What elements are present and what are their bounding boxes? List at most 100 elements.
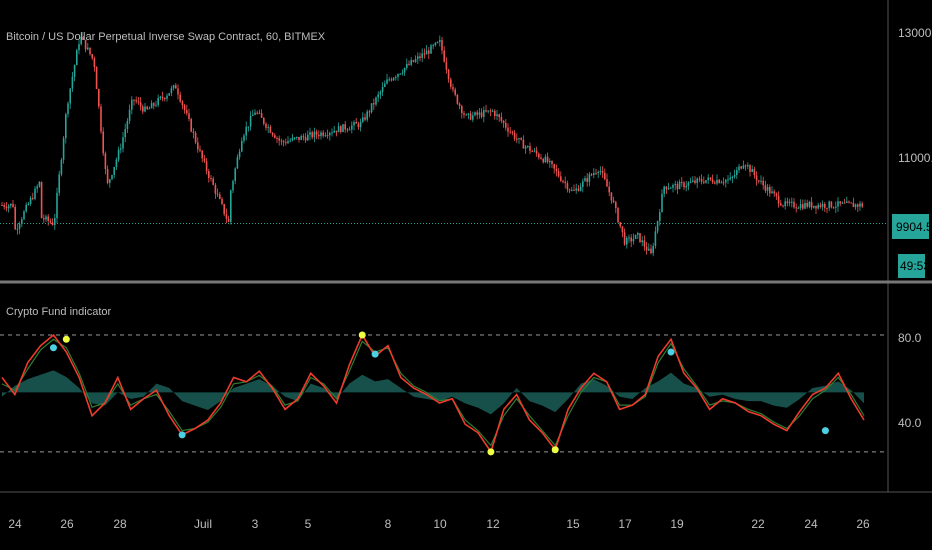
candle-body [150,103,153,109]
candle-body [335,130,338,133]
candle-body [326,135,329,137]
candle-body [135,100,137,102]
candle-body [588,174,591,182]
candle-body [544,156,547,163]
candle-body [577,188,580,191]
candle-body [630,237,632,242]
candle-body [815,205,817,209]
candle-body [672,184,674,188]
candle-body [483,110,485,117]
candle-body [243,135,245,141]
candle-body [716,179,718,184]
candle-body [403,67,406,73]
candle-body [205,161,208,172]
indicator-pane [0,331,888,456]
candle-body [40,181,43,219]
candle-body [406,63,408,68]
candle-body [542,158,544,163]
candle-body [725,179,727,183]
candle-body [634,234,637,240]
candle-body [604,172,606,180]
candle-body [771,191,773,194]
candle-body [494,110,496,117]
candle-body [98,88,100,107]
candle-body [230,190,232,222]
candle-body [819,204,822,207]
candle-body [531,151,533,153]
candle-body [293,137,296,139]
candle-body [683,182,685,188]
candle-body [516,138,518,140]
candle-body [1,205,3,206]
candle-body [219,194,221,199]
candle-body [71,76,74,89]
candle-body [36,186,38,189]
candle-body [390,79,393,81]
candle-body [203,158,206,162]
candle-body [210,178,212,180]
indicator-line-red [1,333,865,454]
candle-body [377,94,379,98]
candle-body [518,138,520,140]
candle-body [430,45,432,54]
indicator-signal-dot [178,431,186,439]
candle-body [247,126,250,128]
candle-body [142,106,144,112]
candle-body [38,181,41,187]
candle-body [175,85,177,89]
time-axis-label: 24 [804,517,818,531]
candle-body [384,83,386,87]
candle-body [54,218,56,226]
candle-body [100,106,102,132]
candle-body [744,165,747,167]
candle-body [806,202,808,207]
candle-body [146,106,148,109]
candle-body [560,176,562,181]
indicator-signal-dot [371,350,379,358]
candle-body [168,93,170,96]
candle-body [617,208,619,223]
candle-body [821,203,824,207]
candle-body [782,205,784,207]
candle-body [32,197,34,199]
candle-body [289,140,291,142]
indicator-axis-tick-80: 80.0 [898,331,922,345]
candle-body [443,50,445,62]
price-chart-title: Bitcoin / US Dollar Perpetual Inverse Sw… [6,31,326,43]
last-price-label: 9904.5 [896,220,932,234]
candle-body [223,204,225,215]
candle-body [395,76,397,78]
candle-body [265,123,267,128]
candle-body [252,114,254,117]
candle-body [29,197,32,204]
candle-body [51,222,54,226]
candle-body [678,182,681,190]
candle-body [509,131,511,133]
candle-body [16,228,19,230]
indicator-signal-dot [667,348,675,356]
candle-body [60,159,63,175]
candle-body [687,182,690,186]
time-axis-label: 12 [486,517,500,531]
candle-body [830,201,833,208]
candle-body [612,200,615,203]
candle-body [199,149,201,151]
candle-body [436,41,439,43]
candle-body [344,124,346,130]
candle-body [586,178,588,182]
candle-body [791,201,793,203]
candle-body [696,178,698,183]
time-axis-label: 28 [113,517,127,531]
candle-body [736,170,738,176]
candle-body [854,204,857,208]
candle-body [282,141,285,143]
candle-body [260,113,263,118]
candle-body [362,117,364,122]
candle-body [597,171,599,174]
candle-body [447,69,450,80]
candle-body [703,181,705,183]
candle-body [122,137,124,149]
time-axis-label: 26 [60,517,74,531]
candle-body [12,203,14,207]
candle-body [511,131,514,133]
